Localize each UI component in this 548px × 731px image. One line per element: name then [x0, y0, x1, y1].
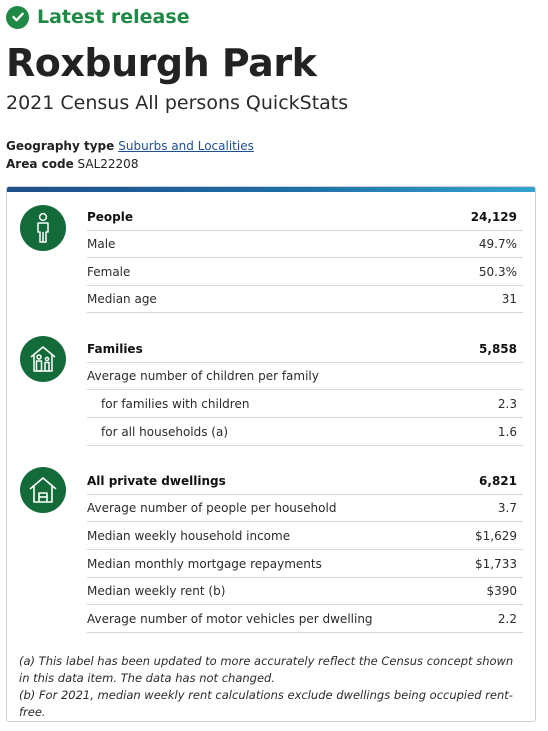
row-male: Male 49.7%	[87, 230, 523, 258]
area-code-value: SAL22208	[77, 157, 139, 171]
row-value: 31	[501, 292, 517, 306]
row-value: $390	[486, 584, 517, 598]
area-code-label: Area code	[6, 157, 74, 171]
area-code-line: Area code SAL22208	[6, 157, 138, 171]
row-motor-vehicles: Average number of motor vehicles per dwe…	[87, 605, 523, 633]
row-value: 24,129	[470, 210, 517, 224]
row-value: $1,733	[475, 557, 517, 571]
row-weekly-rent: Median weekly rent (b) $390	[87, 577, 523, 605]
geography-type-label: Geography type	[6, 139, 115, 153]
row-people-per-household: Average number of people per household 3…	[87, 494, 523, 522]
card-accent-bar	[7, 187, 535, 192]
row-label: Average number of motor vehicles per dwe…	[87, 612, 373, 626]
row-label: Median weekly household income	[87, 529, 291, 543]
row-value: 50.3%	[478, 265, 517, 279]
row-value: $1,629	[475, 529, 517, 543]
row-mortgage-repayments: Median monthly mortgage repayments $1,73…	[87, 550, 523, 578]
row-private-dwellings: All private dwellings 6,821	[87, 467, 523, 495]
row-label: for all households (a)	[101, 425, 229, 439]
footnotes: (a) This label has been updated to more …	[19, 653, 525, 721]
row-label: Male	[87, 237, 116, 251]
latest-release-badge: Latest release	[6, 4, 190, 30]
row-value: 2.3	[497, 397, 517, 411]
row-label: Families	[87, 342, 143, 356]
row-value: 2.2	[497, 612, 517, 626]
row-value: 1.6	[497, 425, 517, 439]
check-circle-icon	[6, 5, 29, 29]
row-label: Median monthly mortgage repayments	[87, 557, 322, 571]
row-median-age: Median age 31	[87, 285, 523, 313]
row-value: 5,858	[479, 342, 517, 356]
row-label: Average number of children per family	[87, 369, 319, 383]
row-value: 6,821	[479, 474, 517, 488]
row-label: People	[87, 210, 134, 224]
page-title: Roxburgh Park	[6, 41, 317, 85]
geography-type-line: Geography type Suburbs and Localities	[6, 139, 254, 153]
family-house-icon	[20, 336, 66, 382]
row-people: People 24,129	[87, 203, 523, 231]
row-avg-children: Average number of children per family	[87, 362, 523, 390]
row-label: for families with children	[101, 397, 250, 411]
latest-release-label: Latest release	[37, 6, 190, 28]
quickstats-card: People 24,129 Male 49.7% Female 50.3% Me…	[6, 186, 536, 722]
row-label: Average number of people per household	[87, 501, 337, 515]
house-icon	[20, 467, 66, 513]
row-families: Families 5,858	[87, 335, 523, 363]
page-subtitle: 2021 Census All persons QuickStats	[6, 92, 349, 114]
row-label: Female	[87, 265, 131, 279]
row-families-with-children: for families with children 2.3	[87, 390, 523, 418]
row-all-households: for all households (a) 1.6	[87, 418, 523, 446]
row-label: All private dwellings	[87, 474, 226, 488]
row-value: 49.7%	[478, 237, 517, 251]
footnote-b: (b) For 2021, median weekly rent calcula…	[19, 688, 513, 719]
row-label: Median age	[87, 292, 157, 306]
row-household-income: Median weekly household income $1,629	[87, 522, 523, 550]
person-icon	[20, 205, 66, 251]
row-label: Median weekly rent (b)	[87, 584, 226, 598]
geography-type-link[interactable]: Suburbs and Localities	[118, 139, 254, 153]
row-female: Female 50.3%	[87, 258, 523, 286]
footnote-a: (a) This label has been updated to more …	[19, 654, 514, 685]
row-value: 3.7	[497, 501, 517, 515]
